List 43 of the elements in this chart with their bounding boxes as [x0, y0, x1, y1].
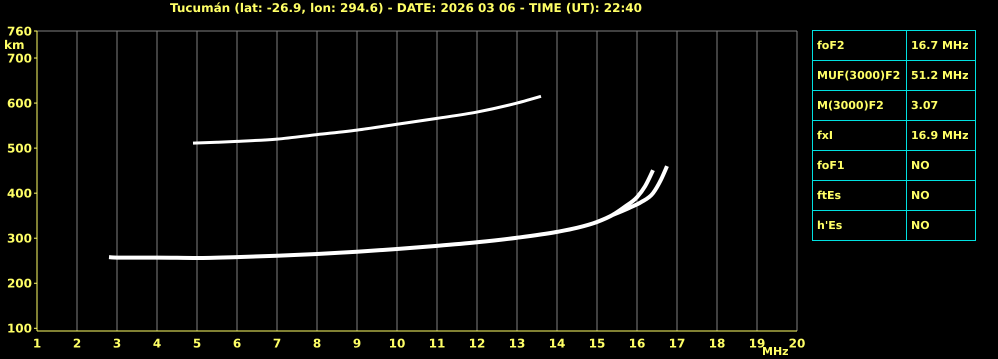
y-tick-label: 400	[6, 186, 32, 200]
y-tick-label: 760	[6, 24, 32, 38]
x-tick-label: 3	[112, 336, 122, 351]
y-tick-label: 500	[6, 141, 32, 156]
text: 51.2 MHz	[906, 60, 976, 90]
text: NO	[906, 150, 976, 180]
y-tick-label: 200	[6, 276, 32, 291]
x-tick-label: 8	[312, 336, 322, 351]
y-tick-label: 600	[6, 96, 32, 110]
text: foF1	[812, 150, 906, 180]
y-axis-title: km	[4, 38, 24, 52]
text: 16.9 MHz	[906, 120, 976, 150]
x-tick-label: 9	[352, 336, 362, 351]
x-tick-label: 14	[548, 336, 566, 351]
x-tick-label: 2	[72, 336, 82, 351]
text: NO	[906, 180, 976, 210]
x-tick-label: 12	[468, 336, 486, 351]
text: MUF(3000)F2	[812, 60, 906, 90]
x-tick-label: 6	[232, 336, 242, 351]
text: h'Es	[812, 210, 906, 240]
text: NO	[906, 210, 976, 240]
text: fxI	[812, 120, 906, 150]
text: 3.07	[906, 90, 976, 120]
x-tick-label: 1	[32, 336, 42, 351]
x-tick-label: 11	[428, 336, 446, 351]
y-tick-label: 100	[6, 322, 32, 336]
text: 16.7 MHz	[906, 30, 976, 60]
y-tick-label: 300	[6, 231, 32, 246]
text: M(3000)F2	[812, 90, 906, 120]
text: foF2	[812, 30, 906, 60]
x-tick-label: 5	[192, 336, 202, 351]
x-tick-label: 15	[588, 336, 606, 351]
x-tick-label: 13	[508, 336, 526, 351]
chart-title: Tucumán (lat: -26.9, lon: 294.6) - DATE: 2026 03 06 - TIME (UT): 22:40	[169, 0, 643, 16]
x-tick-label: 18	[708, 336, 726, 351]
x-tick-label: 7	[272, 336, 282, 351]
x-tick-label: 4	[152, 336, 162, 351]
x-tick-label: 20	[788, 336, 806, 351]
y-tick-label: 700	[6, 51, 32, 66]
text: ftEs	[812, 180, 906, 210]
x-tick-label: 16	[628, 336, 646, 351]
x-tick-label: 17	[668, 336, 686, 351]
x-tick-label: 10	[388, 336, 406, 351]
